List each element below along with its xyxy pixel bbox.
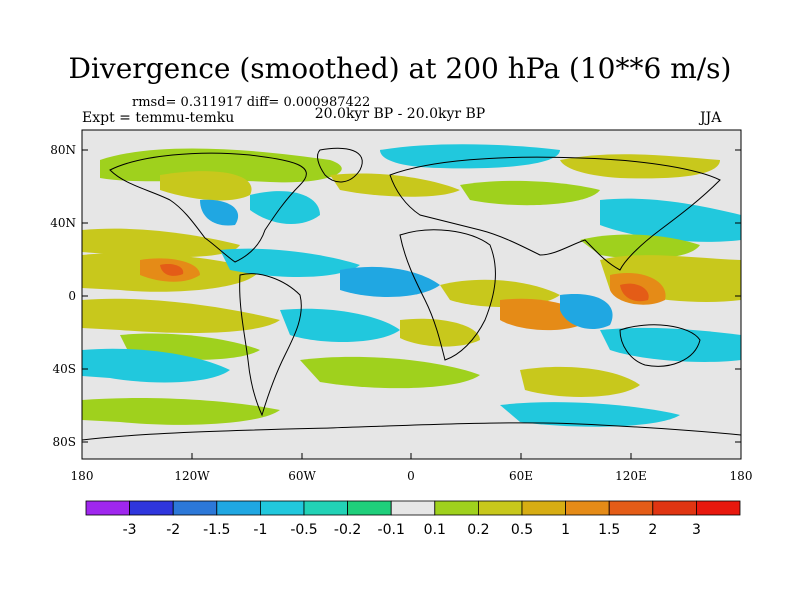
field-patch xyxy=(250,191,320,225)
colorbar-swatch xyxy=(565,500,610,516)
colorbar-label: -3 xyxy=(123,522,137,538)
australia-outline xyxy=(619,324,701,367)
colorbar-swatch xyxy=(259,500,305,516)
colorbar-label: 0.5 xyxy=(511,522,533,538)
field-patch xyxy=(300,356,480,389)
field-patch xyxy=(280,308,400,342)
experiment-label: Expt = temmu-temku xyxy=(82,110,235,126)
field-patch xyxy=(500,402,680,427)
colorbar-swatch xyxy=(608,500,654,516)
colorbar-label: 2 xyxy=(648,522,657,538)
y-axis: 80N 40N 0 40S 80S xyxy=(50,143,741,449)
field-patch xyxy=(560,294,613,330)
antarctica-outline xyxy=(82,422,741,441)
field-patch xyxy=(460,180,600,206)
colorbar-swatch xyxy=(129,500,174,516)
field-patch xyxy=(330,173,460,197)
season-label: JJA xyxy=(700,110,722,126)
y-tick-label: 80N xyxy=(50,143,76,157)
x-tick-label: 60W xyxy=(288,469,316,483)
field-patch xyxy=(600,198,741,242)
colorbar-swatch xyxy=(303,500,348,516)
x-axis: 180 120W 60W 0 60E 120E 180 xyxy=(71,453,753,483)
time-period-label: 20.0kyr BP - 20.0kyr BP xyxy=(314,106,486,122)
colorbar-label: -1 xyxy=(253,522,267,538)
rmsd-diff-stats: rmsd= 0.311917 diff= 0.000987422 xyxy=(132,95,371,110)
colorbar-label: -0.1 xyxy=(378,522,405,538)
colorbar-label: -2 xyxy=(166,522,180,538)
continent-outlines xyxy=(82,147,741,441)
colorbar-swatch xyxy=(696,500,741,516)
field-patch xyxy=(600,327,741,362)
colorbar-label: 1 xyxy=(561,522,570,538)
y-tick-label: 0 xyxy=(68,289,76,303)
colorbar-label: -1.5 xyxy=(203,522,230,538)
greenland-outline xyxy=(317,147,363,183)
field-patch xyxy=(160,264,184,276)
colorbar-swatch xyxy=(434,500,479,516)
colorbar-label: -0.5 xyxy=(290,522,317,538)
colorbar-swatch xyxy=(477,500,523,516)
field-patch xyxy=(620,283,649,302)
colorbar-swatch xyxy=(172,500,218,516)
divergence-field xyxy=(82,144,741,427)
colorbar-swatch xyxy=(521,500,566,516)
africa-outline xyxy=(399,229,496,361)
field-patch xyxy=(560,154,720,179)
south-america-outline xyxy=(239,273,302,417)
colorbar-swatch xyxy=(390,500,436,516)
x-tick-label: 0 xyxy=(407,469,415,483)
x-tick-label: 120W xyxy=(174,469,210,483)
field-patch xyxy=(100,148,342,183)
y-tick-label: 40N xyxy=(50,216,76,230)
field-patch xyxy=(400,318,480,347)
plot-title: Divergence (smoothed) at 200 hPa (10**6 … xyxy=(68,52,732,85)
colorbar-label: 3 xyxy=(692,522,701,538)
field-patch xyxy=(82,348,230,383)
x-tick-label: 180 xyxy=(71,469,94,483)
north-america-outline xyxy=(109,152,307,263)
x-tick-label: 60E xyxy=(509,469,533,483)
colorbar: -3 -2 -1.5 -1 -0.5 -0.2 -0.1 0.1 0.2 0.5 1 1.5 2 3 xyxy=(85,500,741,538)
colorbar-label: -0.2 xyxy=(334,522,361,538)
x-tick-label: 180 xyxy=(730,469,753,483)
colorbar-swatch xyxy=(347,500,392,516)
field-patch xyxy=(82,228,240,258)
colorbar-label: 0.2 xyxy=(467,522,489,538)
field-patch xyxy=(220,248,360,277)
y-tick-label: 40S xyxy=(53,362,77,376)
field-patch xyxy=(160,171,252,201)
field-patch xyxy=(82,398,280,425)
field-patch xyxy=(82,298,280,333)
y-tick-label: 80S xyxy=(53,435,77,449)
x-tick-label: 120E xyxy=(615,469,647,483)
colorbar-swatch xyxy=(216,500,261,516)
field-patch xyxy=(380,144,560,169)
field-patch xyxy=(520,366,640,397)
colorbar-swatch xyxy=(85,500,130,516)
colorbar-swatch xyxy=(652,500,697,516)
field-patch xyxy=(200,199,239,226)
colorbar-label: 0.1 xyxy=(424,522,446,538)
field-patch xyxy=(340,266,440,297)
colorbar-label: 1.5 xyxy=(598,522,620,538)
eurasia-outline xyxy=(389,156,721,271)
